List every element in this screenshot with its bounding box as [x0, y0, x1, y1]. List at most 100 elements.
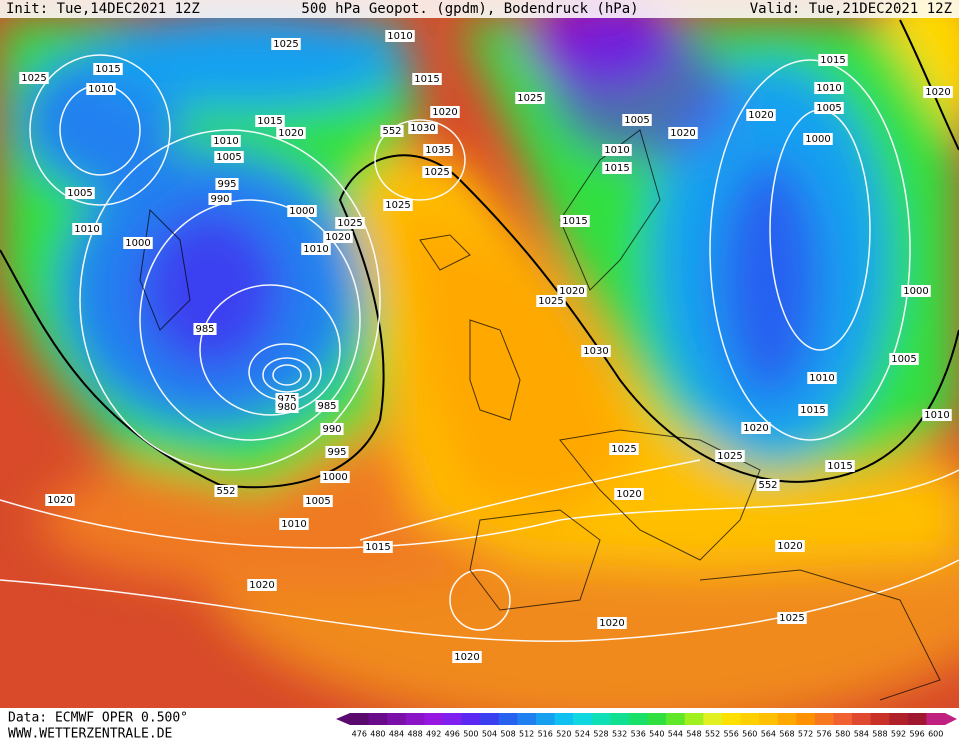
- isobar-label-bg: [279, 518, 309, 530]
- isobar-label: 1010: [924, 410, 949, 421]
- colorbar-swatch: [777, 713, 797, 725]
- colorbar-swatch: [759, 713, 779, 725]
- colorbar-swatch: [740, 713, 760, 725]
- isobar-label-bg: [363, 541, 393, 553]
- colorbar-label: 496: [445, 730, 460, 739]
- colorbar-swatch: [814, 713, 834, 725]
- isobar-label-bg: [803, 133, 833, 145]
- isobar-label-bg: [536, 295, 566, 307]
- isobar-label-bg: [320, 423, 344, 435]
- isobar-label: 1015: [800, 405, 825, 416]
- isobar-label-bg: [193, 323, 217, 335]
- isobar-label: 990: [210, 194, 229, 205]
- colorbar-label: 568: [779, 730, 794, 739]
- isobar-label: 1020: [432, 107, 457, 118]
- isobar-label: 1005: [816, 103, 841, 114]
- colorbar-label: 556: [724, 730, 739, 739]
- colorbar-label: 544: [668, 730, 683, 739]
- colorbar-swatch: [591, 713, 611, 725]
- isobar-label: 1025: [385, 200, 410, 211]
- isobar-label-bg: [214, 485, 238, 497]
- colorbar-label: 512: [519, 730, 534, 739]
- colorbar-label: 572: [798, 730, 813, 739]
- isobar-label: 552: [216, 486, 235, 497]
- isobar-label: 1030: [410, 123, 435, 134]
- colorbar-swatch: [796, 713, 816, 725]
- isobar-label-bg: [214, 151, 244, 163]
- colorbar-swatch: [387, 713, 407, 725]
- isobar-label: 1010: [809, 373, 834, 384]
- colorbar-label: 592: [891, 730, 906, 739]
- colorbar-label: 492: [426, 730, 441, 739]
- isobar-label-bg: [814, 82, 844, 94]
- isobar-label-bg: [271, 38, 301, 50]
- isobar-label: 1020: [278, 128, 303, 139]
- colorbar-swatch: [554, 713, 574, 725]
- valid-time: Valid: Tue,21DEC2021 12Z: [750, 1, 952, 17]
- colorbar-label: 552: [705, 730, 720, 739]
- isobar-label: 1000: [903, 286, 928, 297]
- init-time: Init: Tue,14DEC2021 12Z: [6, 1, 200, 17]
- colorbar-swatch: [647, 713, 667, 725]
- colorbar-swatch: [610, 713, 630, 725]
- colorbar-label: 536: [631, 730, 646, 739]
- colorbar-label: 508: [500, 730, 515, 739]
- isobar-label-bg: [385, 30, 415, 42]
- isobar-label-bg: [412, 73, 442, 85]
- isobar-label-bg: [255, 115, 285, 127]
- isobar-label: 1020: [777, 541, 802, 552]
- isobar-label: 1015: [604, 163, 629, 174]
- header-bar: [0, 0, 959, 18]
- isobar-label-bg: [383, 199, 413, 211]
- colorbar-swatch: [889, 713, 909, 725]
- colorbar: 476 480 484 488 492 496 500 504 508 512 516 520 524 5…: [336, 713, 957, 739]
- isobar-label: 1025: [273, 39, 298, 50]
- isobar-label-bg: [335, 217, 365, 229]
- isobar-label-bg: [715, 450, 745, 462]
- colorbar-swatch: [628, 713, 648, 725]
- isobar-label-bg: [923, 86, 953, 98]
- isobar-labels: 1025101010251015101010151020102510151020…: [19, 30, 953, 663]
- colorbar-swatch: [684, 713, 704, 725]
- isobar-label: 1005: [305, 496, 330, 507]
- coastlines: [139, 129, 941, 701]
- colorbar-label: 588: [872, 730, 887, 739]
- isobar-label: 975: [277, 394, 296, 405]
- isobar-label: 1005: [891, 354, 916, 365]
- isobar-label: 1015: [95, 64, 120, 75]
- isobar-label: 1035: [425, 145, 450, 156]
- isobar-label: 1000: [805, 134, 830, 145]
- isobar-label-bg: [93, 63, 123, 75]
- colorbar-swatch: [926, 713, 946, 725]
- isobar-label: 1015: [827, 461, 852, 472]
- isobar-label-bg: [208, 193, 232, 205]
- colorbar-label: 560: [742, 730, 757, 739]
- colorbar-swatch: [721, 713, 741, 725]
- colorbar-label: 596: [909, 730, 924, 739]
- isobar-label: 1015: [820, 55, 845, 66]
- isobar-label-bg: [325, 446, 349, 458]
- isobar-label-bg: [597, 617, 627, 629]
- isobar-label-bg: [211, 135, 241, 147]
- isobar-label: 1020: [748, 110, 773, 121]
- isobar-label: 995: [217, 179, 236, 190]
- isobar-label: 1010: [387, 31, 412, 42]
- colorbar-label: 476: [352, 730, 367, 739]
- isobar-label-bg: [315, 400, 339, 412]
- colorbar-swatch: [480, 713, 500, 725]
- isobar-label-bg: [72, 223, 102, 235]
- isobar-label-bg: [557, 285, 587, 297]
- website: WWW.WETTERZENTRALE.DE: [8, 727, 172, 741]
- colorbar-arrow-right: [945, 713, 957, 725]
- colorbar-swatch: [461, 713, 481, 725]
- isobar-label-bg: [65, 187, 95, 199]
- isobar-label-bg: [889, 353, 919, 365]
- isobar-label: 985: [195, 324, 214, 335]
- isobar-label-bg: [922, 409, 952, 421]
- isobar-label-bg: [825, 460, 855, 472]
- isobar-label-bg: [777, 612, 807, 624]
- colorbar-label: 504: [482, 730, 497, 739]
- isobar-label-bg: [323, 231, 353, 243]
